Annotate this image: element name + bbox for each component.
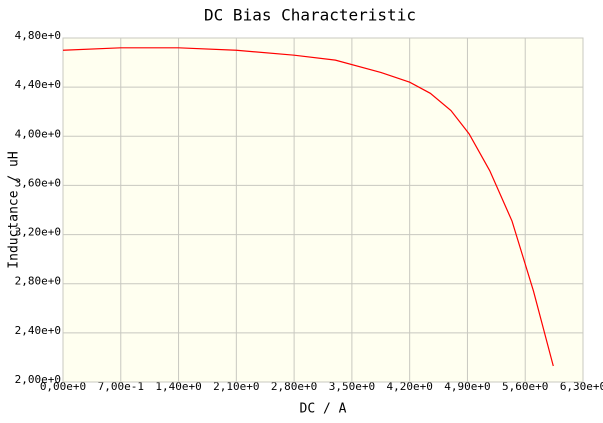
y-tick-label: 3,20e+0 [15, 226, 61, 239]
chart-title: DC Bias Characteristic [204, 6, 416, 25]
x-tick-label: 3,50e+0 [329, 380, 375, 393]
y-tick-label: 3,60e+0 [15, 176, 61, 189]
y-tick-label: 2,00e+0 [15, 373, 61, 386]
y-tick-label: 2,40e+0 [15, 324, 61, 337]
x-axis-label: DC / A [300, 402, 347, 417]
x-tick-label: 4,90e+0 [444, 380, 490, 393]
x-tick-label: 7,00e-1 [98, 380, 144, 393]
x-tick-label: 6,30e+0 [560, 380, 603, 393]
y-tick-label: 2,80e+0 [15, 275, 61, 288]
plot-border [62, 37, 584, 383]
y-tick-label: 4,80e+0 [15, 29, 61, 42]
y-axis-label: Inductance / uH [7, 151, 22, 268]
x-tick-label: 4,20e+0 [386, 380, 432, 393]
plot-area [63, 38, 583, 382]
data-line [62, 47, 554, 367]
x-tick-label: 5,60e+0 [502, 380, 548, 393]
y-tick-label: 4,00e+0 [15, 127, 61, 140]
y-tick-label: 4,40e+0 [15, 78, 61, 91]
x-tick-label: 2,80e+0 [271, 380, 317, 393]
x-tick-label: 1,40e+0 [155, 380, 201, 393]
x-tick-label: 2,10e+0 [213, 380, 259, 393]
x-tick-label: 0,00e+0 [40, 380, 86, 393]
